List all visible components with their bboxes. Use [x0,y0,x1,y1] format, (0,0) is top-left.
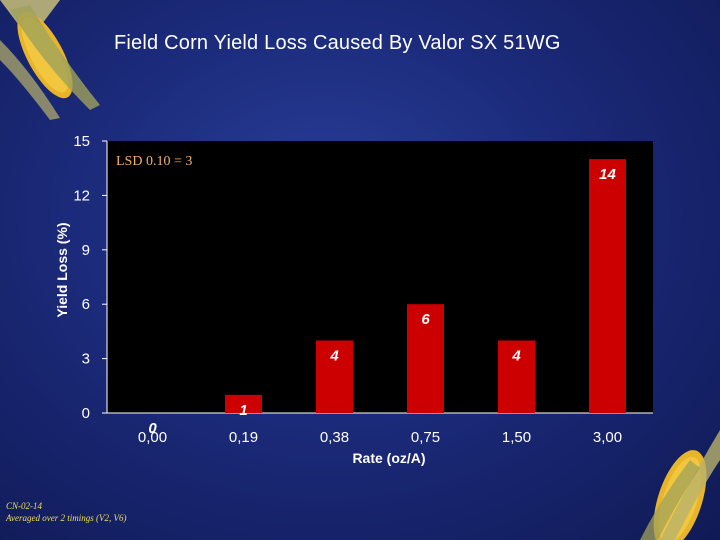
slide-title: Field Corn Yield Loss Caused By Valor SX… [114,32,561,54]
footnote-line-timings: Averaged over 2 timings (V2, V6) [6,513,127,523]
lsd-annotation: LSD 0.10 = 3 [116,154,192,169]
bar-label-5: 14 [599,166,616,183]
bar-3 [407,304,444,413]
bar-1 [225,394,262,413]
y-tick-label-3: 9 [82,242,90,259]
y-tick-label-2: 6 [82,296,90,313]
x-tick-label-3: 0,75 [411,429,440,446]
x-tick-label-1: 0,19 [229,429,258,446]
bar-4 [498,340,535,413]
bar-label-4: 4 [511,347,521,364]
x-tick-label-5: 3,00 [593,429,622,446]
bar-label-3: 6 [421,311,430,328]
bar-label-2: 4 [329,347,339,364]
corn-cob-bottom-right-icon [640,430,720,540]
footnote: CN-02-14 Averaged over 2 timings (V2, V6… [6,500,126,524]
plot-area [107,141,653,413]
bar-label-0: 0 [148,420,157,437]
x-tick-label-2: 0,38 [320,429,349,446]
corn-cob-top-left-icon [0,0,100,120]
footnote-line-trial: CN-02-14 [6,501,42,511]
y-tick-label-0: 0 [82,405,90,422]
bar-5 [589,159,626,413]
x-axis-label: Rate (oz/A) [352,450,425,466]
y-tick-label-1: 3 [82,351,90,368]
x-tick-label-0: 0,00 [138,429,167,446]
y-tick-label-4: 12 [73,187,90,204]
bar-label-1: 1 [239,402,247,419]
bar-2 [316,340,353,413]
y-tick-label-5: 15 [73,133,90,150]
x-tick-label-4: 1,50 [502,429,531,446]
y-axis-label: Yield Loss (%) [54,222,70,317]
